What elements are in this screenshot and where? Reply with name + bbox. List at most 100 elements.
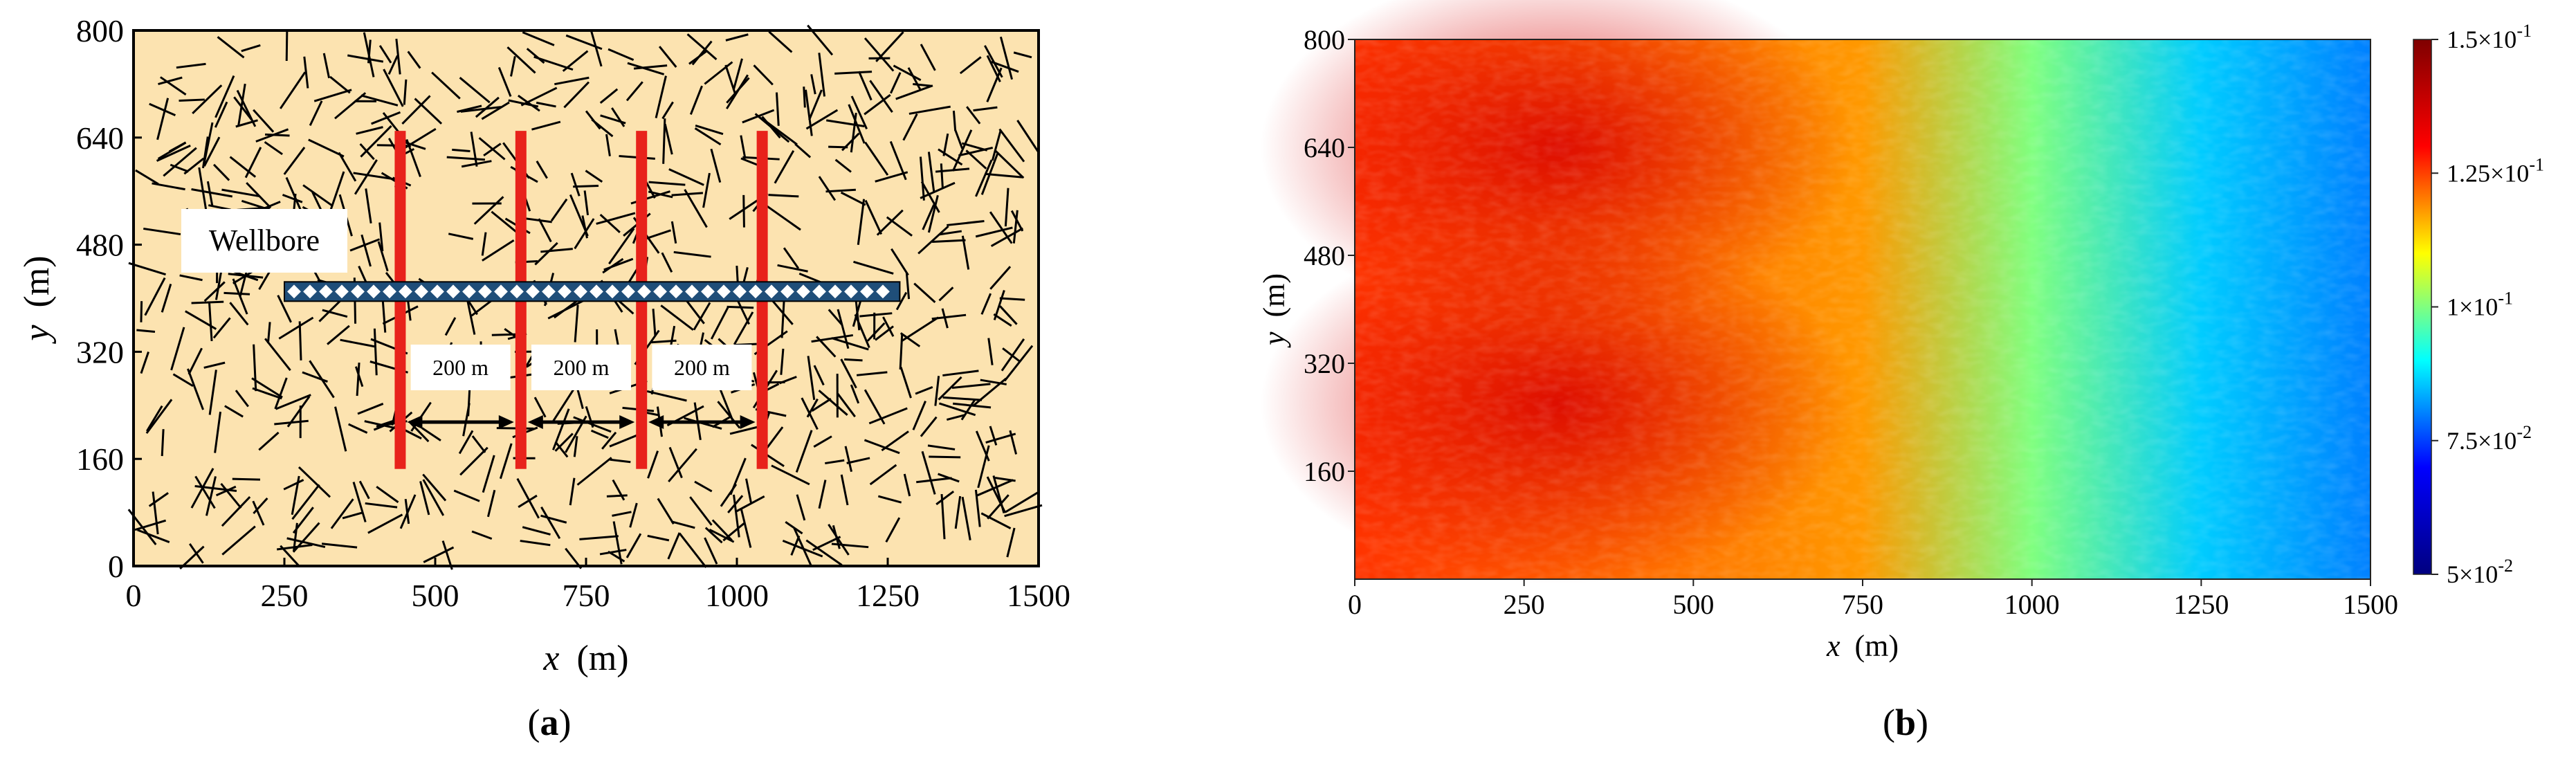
natural-fracture	[356, 126, 383, 135]
natural-fracture	[837, 309, 850, 349]
wellbore-marker	[383, 284, 396, 299]
natural-fracture	[806, 398, 819, 418]
natural-fracture	[953, 402, 992, 409]
natural-fracture	[471, 530, 493, 540]
wellbore-marker	[558, 284, 572, 299]
natural-fracture	[660, 304, 694, 331]
x-tick-label: 750	[563, 578, 610, 613]
natural-fracture	[232, 278, 248, 315]
panel-b-x-axis-label: x (m)	[1826, 629, 1899, 663]
natural-fracture	[221, 188, 259, 198]
spacing-arrow-head	[740, 414, 756, 429]
natural-fracture	[612, 511, 632, 517]
x-tick-label: 1500	[2343, 589, 2398, 620]
natural-fracture	[998, 128, 1025, 163]
natural-fracture	[322, 53, 331, 79]
natural-fracture	[277, 295, 292, 323]
natural-fracture	[423, 546, 455, 563]
natural-fracture	[658, 46, 677, 68]
natural-fracture	[365, 188, 372, 224]
natural-fracture	[790, 535, 801, 556]
natural-fracture	[733, 494, 740, 538]
natural-fracture	[419, 481, 430, 516]
natural-fracture	[818, 480, 827, 509]
natural-fracture	[244, 147, 262, 179]
natural-fracture	[403, 79, 408, 105]
natural-fracture	[221, 525, 256, 556]
natural-fracture	[497, 66, 512, 97]
spacing-arrow-head	[619, 414, 635, 429]
natural-fracture	[869, 464, 897, 486]
natural-fracture	[813, 365, 825, 386]
panel-b-y-ticks: 160 320 480 640 800	[1304, 24, 1355, 487]
natural-fracture	[869, 80, 893, 113]
natural-fracture	[980, 512, 1012, 529]
natural-fracture	[596, 212, 636, 225]
x-tick-label: 1500	[1007, 578, 1070, 613]
natural-fracture	[864, 439, 900, 455]
natural-fracture	[813, 435, 832, 448]
natural-fracture	[768, 30, 793, 53]
wellbore-marker	[637, 284, 651, 299]
natural-fracture	[980, 378, 1007, 385]
natural-fracture	[989, 426, 998, 446]
natural-fracture	[233, 96, 253, 121]
natural-fracture	[363, 32, 375, 77]
x-tick-label: 750	[1842, 589, 1883, 620]
natural-fracture	[491, 333, 518, 336]
natural-fracture	[908, 105, 951, 115]
natural-fracture	[807, 356, 816, 401]
natural-fracture	[920, 181, 956, 199]
natural-fracture	[733, 311, 754, 345]
natural-fracture	[551, 387, 576, 423]
colorbar-tick-exponent: -1	[2516, 21, 2532, 41]
natural-fracture	[208, 370, 217, 415]
natural-fracture	[608, 48, 634, 62]
natural-fracture	[954, 495, 962, 529]
x-tick-label: 250	[1504, 589, 1545, 620]
natural-fracture	[864, 199, 883, 235]
panel-a-x-axis-variable: x	[542, 639, 559, 678]
natural-fracture	[840, 191, 866, 206]
natural-fracture	[939, 230, 962, 236]
natural-fracture	[208, 303, 213, 342]
natural-fracture	[334, 406, 347, 452]
natural-fracture	[668, 448, 697, 483]
natural-fracture	[574, 218, 595, 250]
natural-fracture	[235, 390, 249, 408]
panel-b-y-axis-label: y (m)	[1257, 273, 1291, 348]
natural-fracture	[993, 313, 1012, 327]
natural-fracture	[377, 241, 389, 272]
natural-fracture	[816, 336, 837, 358]
natural-fracture	[1002, 347, 1021, 363]
natural-fracture	[905, 272, 911, 300]
natural-fracture	[205, 476, 217, 516]
natural-fracture	[780, 295, 785, 338]
natural-fracture	[980, 293, 992, 315]
natural-fracture	[668, 446, 683, 479]
natural-fracture	[1004, 504, 1043, 518]
colorbar-tick-mantissa: 1.5×10	[2447, 26, 2516, 53]
natural-fracture	[899, 367, 912, 399]
natural-fracture	[347, 54, 384, 63]
natural-fracture	[844, 446, 853, 473]
natural-fracture	[811, 398, 832, 412]
natural-fracture	[274, 377, 288, 410]
y-tick-label: 480	[1304, 240, 1345, 271]
natural-fracture	[740, 135, 747, 159]
natural-fracture	[203, 281, 226, 302]
natural-fracture	[780, 348, 785, 375]
natural-fracture	[457, 104, 482, 113]
natural-fracture	[158, 76, 183, 85]
natural-fracture	[478, 137, 506, 161]
natural-fracture	[574, 304, 579, 343]
natural-fracture	[191, 188, 233, 198]
natural-fracture	[882, 316, 895, 337]
natural-fracture	[1004, 491, 1039, 513]
natural-fracture	[647, 534, 670, 542]
wellbore-marker	[287, 284, 301, 299]
natural-fracture	[668, 168, 704, 186]
natural-fracture	[727, 495, 744, 513]
natural-fracture	[360, 234, 372, 267]
natural-fracture	[775, 92, 780, 126]
